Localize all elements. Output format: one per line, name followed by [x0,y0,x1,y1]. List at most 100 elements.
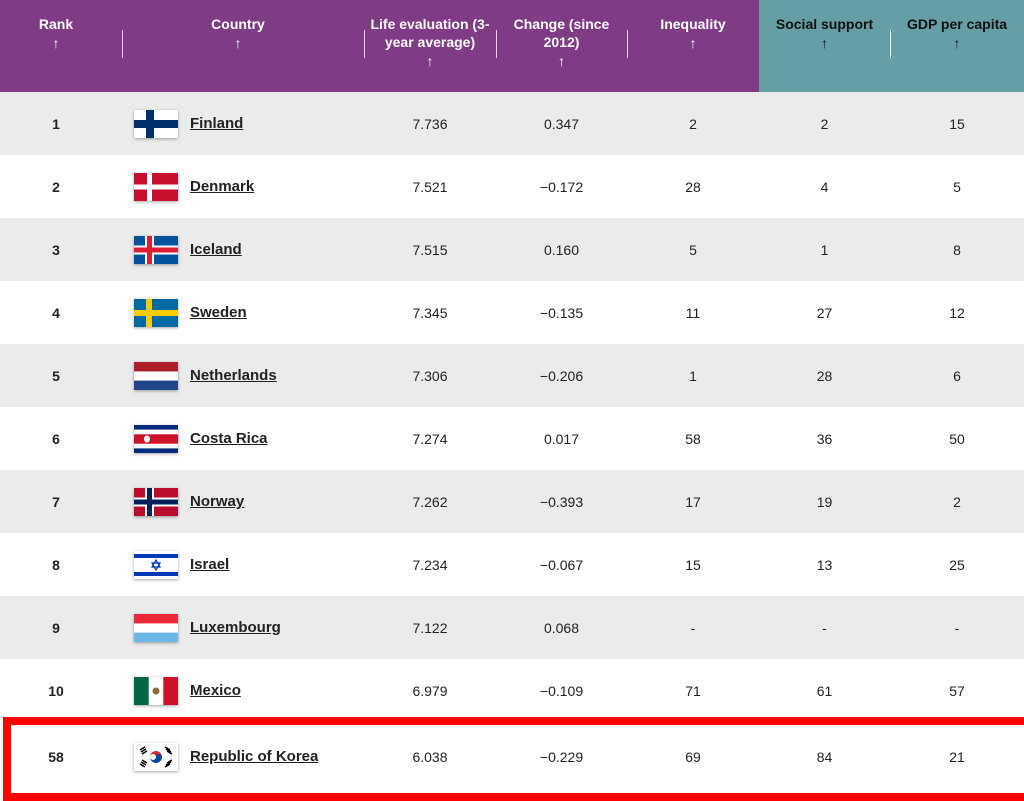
header-life-evaluation[interactable]: Life evaluation (3-year average) ↑ [364,0,496,92]
country-cell: Luxembourg [134,596,364,659]
inequality-cell: 28 [685,178,701,195]
sort-arrow-icon[interactable]: ↑ [558,53,565,69]
header-change[interactable]: Change (since 2012) ↑ [496,0,627,92]
country-cell: Costa Rica [134,407,364,470]
gdp-cell: 57 [949,682,965,699]
social-support-cell: 1 [820,241,829,258]
social-support-cell: 27 [816,304,833,321]
inequality-cell: 15 [685,556,701,573]
life-evaluation-cell: 7.234 [412,556,448,573]
finland-flag-icon [134,109,178,138]
header-life-evaluation-label: Life evaluation (3-year average) [370,16,490,50]
gdp-cell: 6 [953,367,961,384]
country-cell: Denmark [134,155,364,218]
country-link[interactable]: Costa Rica [190,430,268,447]
inequality-cell: 1 [689,367,697,384]
change-cell: 0.068 [543,619,580,636]
header-change-label: Change (since 2012) [513,16,610,50]
israel-flag-icon [134,550,178,579]
header-country-label: Country [211,16,265,32]
life-evaluation-cell: 7.345 [412,304,448,321]
rank-cell: 1 [52,115,60,132]
header-gdp-per-capita[interactable]: GDP per capita ↑ [890,0,1024,92]
gdp-cell: - [954,619,960,636]
country-link[interactable]: Denmark [190,178,255,195]
header-social-support[interactable]: Social support ↑ [759,0,890,92]
country-cell: Finland [134,92,364,155]
country-link[interactable]: Republic of Korea [190,748,319,765]
sort-arrow-icon[interactable]: ↑ [234,35,242,51]
country-cell: Netherlands [134,344,364,407]
header-country[interactable]: Country ↑ [112,0,364,92]
country-link[interactable]: Netherlands [190,367,277,384]
sort-arrow-icon[interactable]: ↑ [953,35,961,51]
inequality-cell: 71 [685,682,701,699]
country-link[interactable]: Iceland [190,241,242,258]
sort-arrow-icon[interactable]: ↑ [821,35,828,51]
rank-cell: 3 [52,241,60,258]
social-support-cell: 28 [816,367,833,384]
country-link[interactable]: Norway [190,493,245,510]
gdp-cell: 15 [949,115,965,132]
norway-flag-icon [134,487,178,516]
sort-arrow-icon[interactable]: ↑ [426,53,434,69]
change-cell: 0.017 [543,430,580,447]
header-divider [364,30,365,58]
social-support-cell: 19 [816,493,833,510]
change-cell: −0.172 [539,178,584,195]
change-cell: −0.229 [539,748,584,765]
country-cell: Norway [134,470,364,533]
gdp-cell: 5 [953,178,961,195]
life-evaluation-cell: 7.306 [412,367,448,384]
country-link[interactable]: Finland [190,115,244,132]
table-header: Rank ↑ Country ↑ Life evaluation (3-year… [0,0,1024,92]
south-korea-flag-icon [134,742,178,771]
life-evaluation-cell: 7.515 [412,241,448,258]
sweden-flag-icon [134,298,178,327]
netherlands-flag-icon [134,361,178,390]
sort-arrow-icon[interactable]: ↑ [52,35,60,51]
header-gdp-label: GDP per capita [906,16,1008,32]
inequality-cell: 69 [685,748,701,765]
inequality-cell: 58 [685,430,701,447]
inequality-cell: 5 [689,241,697,258]
gdp-cell: 8 [953,241,961,258]
gdp-cell: 12 [949,304,965,321]
denmark-flag-icon [134,172,178,201]
gdp-cell: 21 [949,748,965,765]
table-row: 2 Denmark 7.521 −0.172 28 4 5 [0,155,1024,218]
luxembourg-flag-icon [134,613,178,642]
country-cell: Sweden [134,281,364,344]
country-link[interactable]: Mexico [190,682,241,699]
country-link[interactable]: Sweden [190,304,247,321]
change-cell: 0.347 [543,115,580,132]
header-divider [496,30,497,58]
social-support-cell: 2 [820,115,829,132]
header-rank[interactable]: Rank ↑ [0,0,112,92]
header-divider [627,30,628,58]
life-evaluation-cell: 7.736 [412,115,448,132]
inequality-cell: 11 [685,304,701,321]
header-inequality[interactable]: Inequality ↑ [627,0,759,92]
rank-cell: 9 [52,619,60,636]
change-cell: 0.160 [543,241,580,258]
table-row: 10 Mexico 6.979 −0.109 71 61 57 [0,659,1024,722]
change-cell: −0.206 [539,367,584,384]
country-link[interactable]: Israel [190,556,230,573]
country-cell: Republic of Korea [134,725,384,788]
life-evaluation-cell: 7.122 [412,619,448,636]
header-social-support-label: Social support [775,16,874,32]
inequality-cell: 17 [685,493,701,510]
iceland-flag-icon [134,235,178,264]
sort-arrow-icon[interactable]: ↑ [689,35,697,51]
table-row-highlighted: 58 Republic of Korea 6.038 −0.229 [11,725,1008,783]
life-evaluation-cell: 6.038 [412,748,448,765]
country-link[interactable]: Luxembourg [190,619,281,636]
change-cell: −0.109 [539,682,584,699]
country-cell: Israel [134,533,364,596]
inequality-cell: 2 [689,115,697,132]
gdp-cell: 25 [949,556,965,573]
gdp-cell: 2 [953,493,961,510]
rank-cell: 4 [52,304,60,321]
costa-rica-flag-icon [134,424,178,453]
